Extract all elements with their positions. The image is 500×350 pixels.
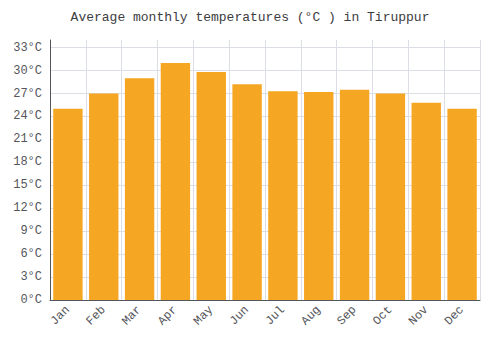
svg-text:May: May: [191, 303, 216, 328]
svg-text:33°C: 33°C: [13, 41, 42, 55]
svg-text:30°C: 30°C: [13, 64, 42, 78]
svg-text:Aug: Aug: [299, 303, 324, 328]
svg-text:15°C: 15°C: [13, 178, 42, 192]
svg-text:24°C: 24°C: [13, 109, 42, 123]
svg-text:Feb: Feb: [84, 303, 109, 328]
svg-text:Jul: Jul: [263, 303, 288, 328]
svg-text:Nov: Nov: [406, 303, 431, 328]
svg-text:Apr: Apr: [155, 303, 180, 328]
svg-text:Sep: Sep: [334, 303, 359, 328]
svg-text:12°C: 12°C: [13, 201, 42, 215]
svg-text:6°C: 6°C: [20, 247, 42, 261]
svg-text:Oct: Oct: [370, 303, 395, 328]
svg-text:Dec: Dec: [442, 303, 467, 328]
svg-text:21°C: 21°C: [13, 132, 42, 146]
svg-text:9°C: 9°C: [20, 224, 42, 238]
svg-text:27°C: 27°C: [13, 87, 42, 101]
svg-text:18°C: 18°C: [13, 155, 42, 169]
svg-text:0°C: 0°C: [20, 293, 42, 307]
svg-text:Jun: Jun: [227, 303, 252, 328]
svg-text:Average monthly temperatures (: Average monthly temperatures (°C ) in Ti…: [71, 10, 430, 25]
svg-text:Jan: Jan: [48, 303, 73, 328]
svg-text:Mar: Mar: [119, 303, 144, 328]
svg-text:3°C: 3°C: [20, 270, 42, 284]
